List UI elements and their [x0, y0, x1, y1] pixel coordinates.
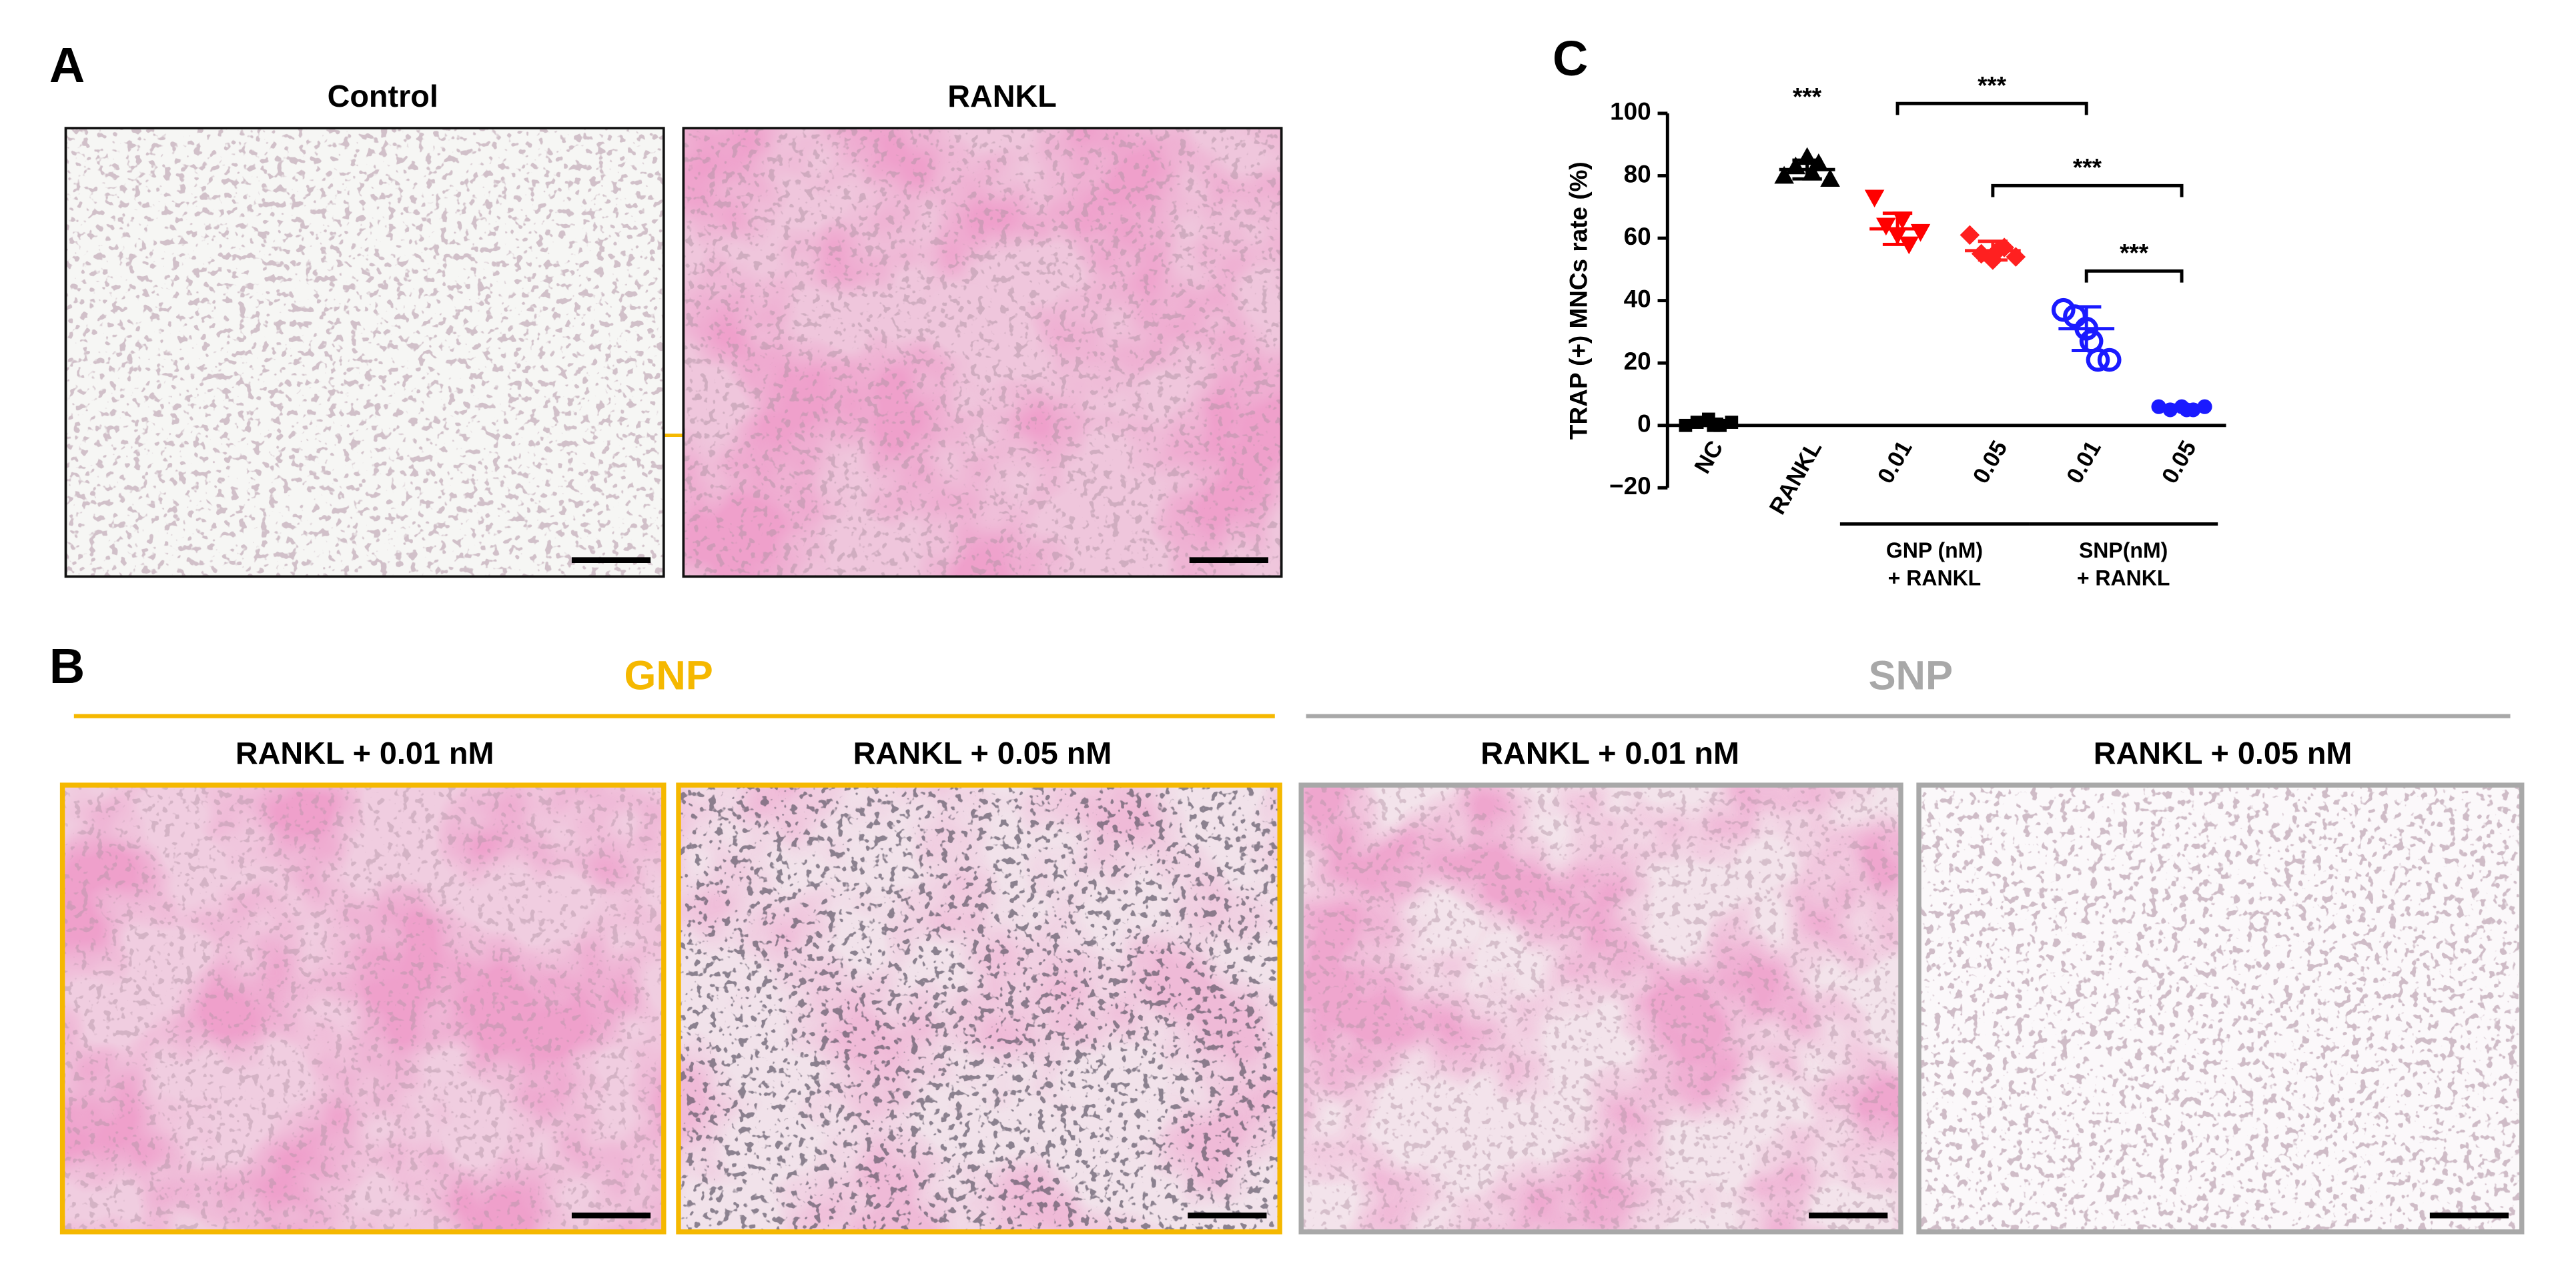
data-point: [1864, 189, 1885, 208]
image-title: Control: [328, 79, 438, 113]
cells: [62, 785, 664, 1232]
micrograph-border: [59, 782, 667, 1235]
group-label: + RANKL: [2077, 566, 2170, 590]
y-axis-title: TRAP (+) MNCs rate (%): [1565, 161, 1593, 440]
cells: [683, 128, 1282, 577]
y-tick-label: −20: [1609, 472, 1651, 500]
y-tick-label: 20: [1624, 348, 1651, 375]
significance-bracket: [1991, 183, 2184, 197]
significance-label: ***: [1793, 83, 1822, 111]
significance-bracket: [2084, 269, 2184, 283]
data-point: [1960, 225, 1980, 245]
cells: [65, 128, 664, 577]
group-label: SNP(nM): [2079, 538, 2168, 562]
micrograph: [1916, 782, 2525, 1235]
y-tick-label: 40: [1624, 285, 1651, 312]
significance-label: ***: [2073, 153, 2102, 181]
micrograph: [59, 782, 667, 1235]
data-point: [2097, 348, 2122, 372]
significance-label: ***: [1978, 71, 2007, 99]
image-title: RANKL + 0.05 nM: [853, 736, 1112, 770]
micrograph-border: [1916, 782, 2525, 1235]
micrograph: [64, 127, 665, 578]
image-title: RANKL + 0.05 nM: [2094, 736, 2352, 770]
micrograph: [1298, 782, 1903, 1235]
group-label: + RANKL: [1888, 566, 1982, 590]
x-tick-label: 0.01: [2062, 436, 2106, 488]
significance-bracket: [1895, 101, 2088, 115]
image-title: RANKL + 0.01 nM: [1480, 736, 1739, 770]
micrograph-border: [1298, 782, 1903, 1235]
cells: [678, 785, 1280, 1232]
data-point: [2051, 297, 2076, 322]
data-point: [2079, 329, 2104, 354]
panel-label: B: [49, 638, 85, 694]
micrograph-border: [682, 127, 1283, 578]
x-tick-label: 0.05: [1968, 436, 2012, 488]
micrograph: [676, 782, 1282, 1235]
significance-label: ***: [2120, 239, 2149, 266]
y-tick-label: 100: [1610, 98, 1651, 125]
y-tick-label: 0: [1637, 410, 1651, 438]
y-tick-label: 80: [1624, 160, 1651, 187]
image-title: RANKL: [947, 79, 1057, 113]
x-tick-label: RANKL: [1765, 436, 1827, 518]
panel-label: A: [49, 37, 85, 93]
cells: [1919, 785, 2522, 1232]
x-tick-label: 0.01: [1873, 436, 1917, 488]
micrograph-border: [676, 782, 1282, 1235]
cells: [1301, 785, 1901, 1232]
data-point: [1774, 165, 1794, 184]
x-tick-label: NC: [1690, 436, 1729, 478]
x-tick-label: 0.05: [2157, 436, 2201, 488]
group-label: GNP (nM): [1886, 538, 1983, 562]
data-point: [1876, 217, 1896, 236]
y-tick-label: 60: [1624, 223, 1651, 250]
group-label: SNP: [1868, 652, 1953, 698]
image-title: RANKL + 0.01 nM: [236, 736, 494, 770]
panel-label: C: [1553, 31, 1588, 86]
data-point: [1820, 169, 1840, 187]
micrograph-border: [64, 127, 665, 578]
micrograph: [682, 127, 1283, 578]
group-label: GNP: [624, 652, 713, 698]
